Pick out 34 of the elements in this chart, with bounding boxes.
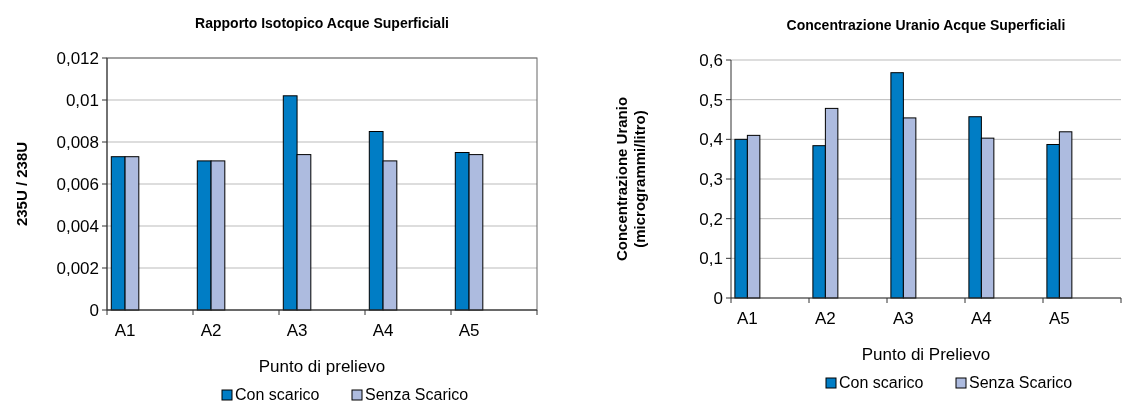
y-tick-label: 0,004 <box>56 216 99 236</box>
y-tick-label: 0,01 <box>65 90 99 110</box>
x-tick-label: A3 <box>892 309 914 328</box>
y-tick-label: 0,5 <box>699 90 723 110</box>
legend-label: Con scarico <box>839 374 924 391</box>
y-tick-label: 0,3 <box>699 169 723 189</box>
legend-label: Senza Scarico <box>365 386 469 403</box>
x-tick-label: A4 <box>970 309 992 328</box>
y-tick-label: 0 <box>89 300 99 320</box>
y-tick-label: 0,1 <box>699 249 723 269</box>
x-tick-label: A3 <box>286 321 308 340</box>
x-tick-label: A5 <box>458 321 480 340</box>
y-tick-label: 0,2 <box>699 209 723 229</box>
chart-title: Concentrazione Uranio Acque Superficiali <box>786 17 1066 33</box>
y-tick-label: 0,4 <box>699 130 723 150</box>
x-tick-label: A2 <box>200 321 222 340</box>
y-axis-title: 235U / 238U <box>13 141 30 227</box>
x-tick-label: A1 <box>736 309 758 328</box>
y-tick-label: 0,012 <box>56 48 99 68</box>
chart-title: Rapporto Isotopico Acque Superficiali <box>195 15 449 31</box>
y-tick-label: 0,6 <box>699 50 723 70</box>
x-tick-label: A4 <box>372 321 394 340</box>
y-tick-label: 0,006 <box>56 174 99 194</box>
x-axis-title: Punto di Prelievo <box>861 345 991 364</box>
legend-label: Con scarico <box>235 386 320 403</box>
x-tick-label: A2 <box>814 309 836 328</box>
x-axis-title: Punto di prelievo <box>258 357 386 376</box>
y-tick-label: 0,008 <box>56 132 99 152</box>
x-tick-label: A5 <box>1048 309 1070 328</box>
y-tick-label: 0 <box>713 288 723 308</box>
x-tick-label: A1 <box>114 321 136 340</box>
legend-label: Senza Scarico <box>969 374 1073 391</box>
y-tick-label: 0,002 <box>56 258 99 278</box>
y-axis-title: Concentrazione Uranio (microgrammi/litro) <box>613 96 648 262</box>
